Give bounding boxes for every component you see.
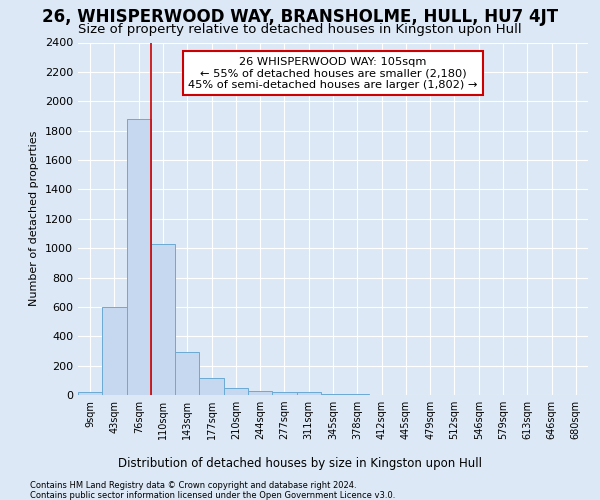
Text: Contains public sector information licensed under the Open Government Licence v3: Contains public sector information licen…: [30, 491, 395, 500]
Bar: [151, 244, 175, 395]
Bar: [102, 307, 127, 395]
Bar: [78, 392, 102, 395]
Text: Distribution of detached houses by size in Kingston upon Hull: Distribution of detached houses by size …: [118, 458, 482, 470]
Text: 26 WHISPERWOOD WAY: 105sqm
← 55% of detached houses are smaller (2,180)
45% of s: 26 WHISPERWOOD WAY: 105sqm ← 55% of deta…: [188, 56, 478, 90]
Bar: [321, 394, 345, 395]
Text: Contains HM Land Registry data © Crown copyright and database right 2024.: Contains HM Land Registry data © Crown c…: [30, 481, 356, 490]
Bar: [345, 394, 370, 395]
Bar: [248, 390, 272, 395]
Text: Size of property relative to detached houses in Kingston upon Hull: Size of property relative to detached ho…: [78, 22, 522, 36]
Bar: [127, 119, 151, 395]
Bar: [175, 352, 199, 395]
Y-axis label: Number of detached properties: Number of detached properties: [29, 131, 40, 306]
Bar: [224, 388, 248, 395]
Bar: [272, 392, 296, 395]
Bar: [199, 378, 224, 395]
Text: 26, WHISPERWOOD WAY, BRANSHOLME, HULL, HU7 4JT: 26, WHISPERWOOD WAY, BRANSHOLME, HULL, H…: [42, 8, 558, 26]
Bar: [296, 392, 321, 395]
